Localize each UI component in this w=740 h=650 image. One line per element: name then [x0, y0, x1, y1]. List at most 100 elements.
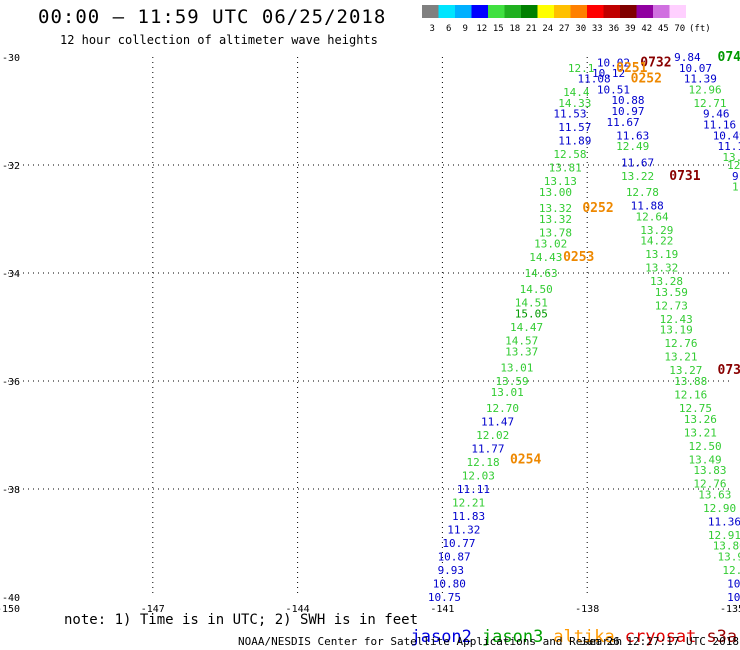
chart-title: 00:00 – 11:59 UTC 06/25/2018 [38, 6, 387, 28]
scale-swatch [587, 5, 604, 18]
wave-height-value: 11.47 [481, 416, 514, 429]
wave-height-value: 13.81 [549, 162, 582, 175]
scale-swatch [422, 5, 439, 18]
wave-height-value: 11.67 [607, 116, 640, 129]
scale-tick-label: 45 [658, 24, 669, 34]
x-tick-label: -138 [575, 604, 599, 615]
scale-tick-label: 24 [542, 24, 553, 34]
wave-height-value: 14.47 [510, 321, 543, 334]
scale-tick-label: 18 [509, 24, 520, 34]
wave-height-value: 12.71 [693, 97, 726, 110]
wave-height-value: 10.75 [428, 591, 461, 604]
wave-height-value: 10.77 [442, 537, 475, 550]
wave-height-value: 12.1 [568, 62, 595, 75]
wave-height-value: 13.02 [534, 237, 567, 250]
legend-cryosat: cryosat [624, 627, 697, 647]
wave-height-value: 11.39 [684, 73, 717, 86]
scale-swatch [554, 5, 571, 18]
wave-height-value: 14.4 [563, 86, 590, 99]
wave-height-value: 12.50 [689, 440, 722, 453]
scale-swatch [669, 5, 686, 18]
wave-height-value: 12.90 [703, 502, 736, 515]
wave-height-value: 15.05 [515, 308, 548, 321]
scale-tick-label: 30 [575, 24, 586, 34]
chart-subtitle: 12 hour collection of altimeter wave hei… [60, 33, 378, 47]
wave-height-value: 12.76 [664, 337, 697, 350]
wave-height-value: 10.51 [597, 83, 630, 96]
scale-swatch [653, 5, 670, 18]
wave-height-value: 13.3 [722, 151, 740, 164]
wave-height-value: 14.50 [520, 283, 553, 296]
scale-tick-label: 33 [592, 24, 603, 34]
pass-time-label: 0731 [669, 169, 700, 184]
wave-height-value: 12.58 [553, 148, 586, 161]
x-tick-label: -144 [286, 604, 310, 615]
wave-height-value: 11.88 [631, 200, 664, 213]
scale-swatch [504, 5, 521, 18]
wave-height-value: 11.83 [452, 510, 485, 523]
wave-height-value: 11.32 [447, 524, 480, 537]
x-tick-label: -141 [430, 604, 454, 615]
wave-height-value: 13.32 [645, 262, 678, 275]
wave-height-value: 13.32 [539, 202, 572, 215]
wave-height-value: 10.49 [713, 129, 740, 142]
wave-height-value: 11.11 [457, 483, 490, 496]
scale-swatch [521, 5, 538, 18]
wave-height-value: 11.36 [708, 515, 740, 528]
wave-height-value: 13.26 [684, 413, 717, 426]
scale-swatch [488, 5, 505, 18]
wave-height-value: 11.63 [616, 129, 649, 142]
wave-height-value: 13.27 [669, 364, 702, 377]
wave-height-value: 12.49 [616, 140, 649, 153]
wave-height-value: 9. [732, 170, 740, 183]
wave-height-value: 12.91 [708, 529, 740, 542]
wave-height-value: 10.02 [597, 56, 630, 69]
satellite-legend: jason2 jason3 altika cryosat s3a [390, 607, 740, 647]
scale-swatch [471, 5, 488, 18]
x-tick-label: -135 [720, 604, 740, 615]
legend-altika: altika [553, 627, 615, 647]
wave-height-value: 13.28 [650, 275, 683, 288]
x-tick-label: -147 [141, 604, 165, 615]
scale-unit-label: (ft) [689, 24, 711, 34]
scale-tick-label: 42 [641, 24, 652, 34]
wave-height-value: 12.78 [626, 186, 659, 199]
legend-jason3: jason3 [481, 627, 544, 647]
wave-height-value: 14.57 [505, 335, 538, 348]
scale-tick-label: 70 [674, 24, 685, 34]
wave-height-value: 9.93 [438, 564, 465, 577]
wave-height-value: 1 [732, 181, 739, 194]
pass-time-label: 0253 [563, 250, 594, 265]
wave-height-value: 13.83 [693, 464, 726, 477]
wave-height-value: 13.21 [664, 351, 697, 364]
wave-height-value: 13.37 [505, 345, 538, 358]
scale-tick-label: 12 [476, 24, 487, 34]
y-tick-label: -30 [2, 53, 20, 64]
wave-height-value: 13.19 [660, 324, 693, 337]
scale-tick-label: 36 [608, 24, 619, 34]
legend-note: note: 1) Time is in UTC; 2) SWH is in fe… [64, 612, 419, 628]
wave-height-value: 12.96 [689, 83, 722, 96]
wave-height-value: 12.18 [467, 456, 500, 469]
wave-height-value: 10.0 [727, 591, 740, 604]
wave-height-value: 13.88 [674, 375, 707, 388]
wave-height-value: 12.16 [674, 389, 707, 402]
wave-height-value: 13.19 [645, 248, 678, 261]
wave-height-value: 10.87 [438, 551, 471, 564]
scale-swatch [620, 5, 637, 18]
wave-height-value: 13.59 [495, 375, 528, 388]
wave-height-value: 13.22 [621, 170, 654, 183]
pass-time-label: 0730 [718, 363, 740, 378]
footer-timestamp: Jun 26 12:27:17 UTC 2018 [580, 635, 739, 648]
wave-height-value: 11.89 [558, 135, 591, 148]
wave-height-value: 13.32 [539, 213, 572, 226]
wave-height-value: 10.07 [679, 62, 712, 75]
wave-height-value: 13.00 [539, 186, 572, 199]
scale-tick-label: 6 [446, 24, 451, 34]
y-tick-label: -38 [2, 485, 20, 496]
wave-height-value: 12.64 [635, 210, 668, 223]
legend-jason2: jason2 [410, 627, 472, 647]
